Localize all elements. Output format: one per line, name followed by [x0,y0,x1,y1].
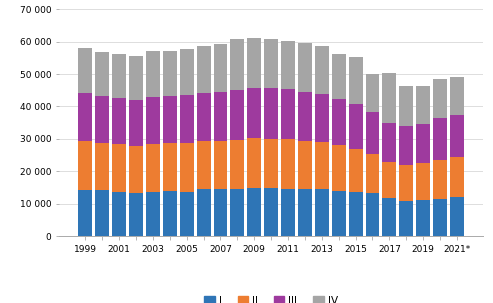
Bar [450,115,464,158]
Bar [366,154,380,194]
Bar [450,158,464,197]
Bar [95,142,109,190]
Bar [298,92,312,141]
Bar [399,126,413,165]
Bar [129,146,143,192]
Bar [163,51,176,96]
Bar [298,141,312,189]
Bar [95,190,109,236]
Bar [247,38,261,88]
Bar [180,49,194,95]
Bar [213,189,227,236]
Bar [281,188,295,236]
Bar [197,189,211,236]
Bar [146,144,160,191]
Bar [112,54,126,98]
Bar [298,189,312,236]
Bar [78,48,92,92]
Bar [264,139,278,188]
Bar [366,112,380,154]
Bar [399,201,413,236]
Bar [332,145,346,191]
Bar [450,77,464,115]
Bar [163,143,176,191]
Bar [163,96,176,143]
Bar [180,143,194,191]
Bar [197,93,211,141]
Bar [163,191,176,236]
Bar [247,188,261,236]
Bar [78,92,92,141]
Bar [315,142,329,189]
Bar [366,74,380,112]
Bar [349,149,362,192]
Bar [383,73,396,123]
Bar [129,56,143,100]
Bar [281,89,295,139]
Bar [399,165,413,201]
Bar [264,39,278,88]
Bar [416,200,430,236]
Bar [416,124,430,163]
Bar [383,123,396,162]
Legend: I, II, III, IV: I, II, III, IV [200,291,342,303]
Bar [349,192,362,236]
Bar [383,162,396,198]
Bar [281,41,295,89]
Bar [332,191,346,236]
Bar [298,43,312,92]
Bar [146,97,160,144]
Bar [433,199,447,236]
Bar [112,98,126,144]
Bar [349,104,362,149]
Bar [112,144,126,191]
Bar [264,88,278,139]
Bar [247,138,261,188]
Bar [197,141,211,189]
Bar [416,163,430,200]
Bar [180,191,194,236]
Bar [129,192,143,236]
Bar [78,190,92,236]
Bar [95,52,109,96]
Bar [433,118,447,160]
Bar [230,90,245,140]
Bar [230,188,245,236]
Bar [433,160,447,199]
Bar [112,191,126,236]
Bar [95,96,109,142]
Bar [146,191,160,236]
Bar [197,46,211,93]
Bar [247,88,261,138]
Bar [180,95,194,143]
Bar [264,188,278,236]
Bar [332,54,346,99]
Bar [315,189,329,236]
Bar [349,57,362,104]
Bar [383,198,396,236]
Bar [281,139,295,188]
Bar [129,100,143,146]
Bar [450,197,464,236]
Bar [213,45,227,92]
Bar [230,140,245,188]
Bar [399,86,413,126]
Bar [433,79,447,118]
Bar [315,46,329,94]
Bar [332,99,346,145]
Bar [230,39,245,90]
Bar [213,92,227,141]
Bar [146,51,160,97]
Bar [78,141,92,190]
Bar [416,86,430,124]
Bar [315,94,329,142]
Bar [366,194,380,236]
Bar [213,141,227,189]
